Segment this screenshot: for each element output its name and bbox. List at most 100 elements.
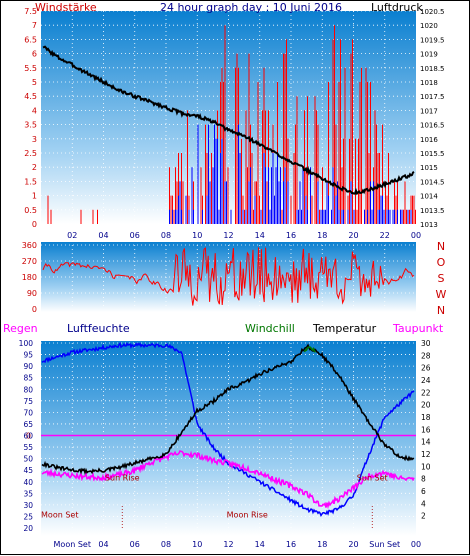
temperature-tick-label: 12 <box>421 450 431 459</box>
humidity-tick-label: 80 <box>23 385 33 394</box>
wind-tick-label: 6 <box>32 50 37 59</box>
hour-tick-label: 12 <box>223 231 233 240</box>
hour-tick-label: 12 <box>223 540 233 549</box>
hour-tick-label: 22 <box>380 231 390 240</box>
temperature-tick-label: 24 <box>421 376 431 385</box>
hour-tick-label: 16 <box>286 540 296 549</box>
pressure-tick-label: 1017.5 <box>420 93 445 101</box>
temperature-tick-label: 8 <box>421 475 426 484</box>
wind-tick-label: 3 <box>32 135 37 144</box>
temperature-tick-label: 22 <box>421 388 431 397</box>
compass-label: N <box>437 240 445 253</box>
direction-tick-label: 180 <box>22 273 37 282</box>
wind-tick-label: 0 <box>32 220 37 229</box>
hour-tick-label: 18 <box>317 231 327 240</box>
hour-tick-label: 08 <box>161 231 171 240</box>
humidity-tick-label: 85 <box>23 374 33 383</box>
pressure-tick-label: 1015 <box>420 164 438 172</box>
humidity-tick-label: 25 <box>23 512 33 521</box>
hour-tick-label: 10 <box>192 231 202 240</box>
pressure-tick-label: 1013.5 <box>420 207 445 215</box>
pressure-line <box>42 45 415 196</box>
astro-annotation: Sun Set <box>357 474 388 483</box>
windchill-label: Windchill <box>245 322 295 335</box>
pressure-tick-label: 1014.5 <box>420 178 445 186</box>
humidity-tick-label: 35 <box>23 489 33 498</box>
humidity-tick-label: 55 <box>23 443 33 452</box>
direction-tick-label: 0 <box>32 305 37 314</box>
direction-tick-label: 360 <box>22 241 37 250</box>
humidity-tick-label: 65 <box>23 420 33 429</box>
hour-tick-label: Sun Set <box>369 540 400 549</box>
astro-annotation: Moon Rise <box>227 511 268 520</box>
pressure-tick-label: 1016.5 <box>420 122 445 130</box>
pressure-tick-label: 1019.5 <box>420 36 445 44</box>
hour-tick-label: Moon Set <box>54 540 91 549</box>
wind-tick-label: 7 <box>32 21 37 30</box>
hour-tick-label: 20 <box>348 540 358 549</box>
axes-layer: 0 0.5 1 1.5 2 2.5 3 3.5 4 4.5 5 5.5 6 6.5 7 7.5 1013 1013… <box>19 7 447 549</box>
hour-tick-label: 08 <box>161 540 171 549</box>
hour-tick-label: 20 <box>348 231 358 240</box>
luftdruck-label: Luftdruck <box>371 1 423 14</box>
regen-label: Regen <box>3 322 38 335</box>
hour-tick-label: 18 <box>317 540 327 549</box>
humidity-tick-label: 30 <box>23 501 33 510</box>
wind-tick-label: 3.5 <box>24 121 37 130</box>
hour-tick-label: 04 <box>98 540 108 549</box>
wind-tick-label: 1.5 <box>24 177 37 186</box>
wind-tick-label: 4.5 <box>24 92 37 101</box>
direction-tick-label: 270 <box>22 257 37 266</box>
astro-annotation: Moon Set <box>41 511 78 520</box>
wind-tick-label: 5.5 <box>24 64 37 73</box>
windchill-line <box>303 346 316 353</box>
pressure-tick-label: 1017 <box>420 107 438 115</box>
humidity-line <box>41 341 415 517</box>
humidity-tick-label: 70 <box>23 408 33 417</box>
temperature-tick-label: 16 <box>421 425 431 434</box>
pressure-tick-label: 1019 <box>420 51 438 59</box>
hour-tick-label: 00 <box>411 231 421 240</box>
pressure-tick-label: 1014 <box>420 193 438 201</box>
wind-tick-label: 5 <box>32 78 37 87</box>
windstaerke-label: Windstärke <box>35 1 97 14</box>
hour-tick-label: 14 <box>255 231 265 240</box>
wind-tick-label: 2.5 <box>24 149 37 158</box>
humidity-tick-label: 60 <box>23 432 33 441</box>
humidity-tick-label: 100 <box>19 339 34 348</box>
humidity-tick-label: 40 <box>23 478 33 487</box>
hour-tick-label: 14 <box>255 540 265 549</box>
temperature-tick-label: 20 <box>421 401 431 410</box>
temperature-tick-label: 28 <box>421 351 431 360</box>
wind-direction-line <box>42 247 415 306</box>
hour-tick-label: 06 <box>130 540 140 549</box>
pressure-tick-label: 1020.5 <box>420 8 445 16</box>
humidity-tick-label: 95 <box>23 351 33 360</box>
wind-tick-label: 0.5 <box>24 206 37 215</box>
temperature-tick-label: 4 <box>421 499 426 508</box>
hour-tick-label: 04 <box>98 231 108 240</box>
hour-tick-label: 16 <box>286 231 296 240</box>
pressure-tick-label: 1013 <box>420 221 438 229</box>
hour-tick-label: 10 <box>192 540 202 549</box>
compass-label: O <box>437 256 446 269</box>
pressure-tick-label: 1015.5 <box>420 150 445 158</box>
compass-label: S <box>438 272 445 285</box>
wind-tick-label: 2 <box>32 163 37 172</box>
compass-label: N <box>437 304 445 317</box>
hour-tick-label: 00 <box>411 540 421 549</box>
temperature-tick-label: 18 <box>421 413 431 422</box>
temperature-tick-label: 2 <box>421 512 426 521</box>
temperatur-label: Temperatur <box>312 322 377 335</box>
chart-title: 24 hour graph day : 10 Juni 2016 <box>160 1 342 14</box>
wind-tick-label: 7.5 <box>24 7 37 16</box>
wind-tick-label: 6.5 <box>24 35 37 44</box>
wind-tick-label: 1 <box>32 192 37 201</box>
hour-tick-label: 02 <box>67 231 77 240</box>
pressure-tick-label: 1016 <box>420 136 438 144</box>
hour-tick-label: 06 <box>130 231 140 240</box>
dewpoint-line <box>41 449 415 510</box>
humidity-tick-label: 50 <box>23 455 33 464</box>
